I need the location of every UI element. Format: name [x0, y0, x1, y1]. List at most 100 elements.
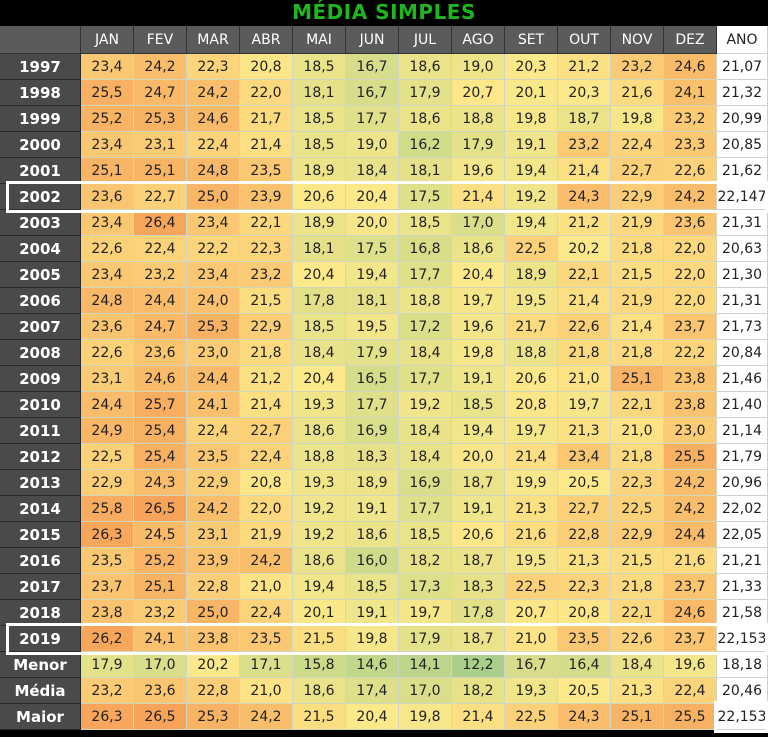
- data-cell: 22,8: [187, 678, 240, 704]
- data-cell: 25,0: [187, 600, 240, 626]
- data-cell: 19,7: [452, 288, 505, 314]
- data-cell: 18,8: [505, 340, 558, 366]
- data-cell: 23,6: [134, 340, 187, 366]
- data-cell: 18,4: [399, 418, 452, 444]
- row-label: 2014: [0, 496, 81, 522]
- data-cell: 24,4: [81, 392, 134, 418]
- ano-cell: 20,96: [717, 470, 768, 496]
- data-cell: 18,9: [293, 210, 346, 236]
- data-cell: 22,0: [240, 80, 293, 106]
- data-cell: 23,8: [187, 626, 240, 652]
- data-cell: 14,1: [399, 652, 452, 678]
- ano-cell: 20,85: [717, 132, 768, 158]
- data-cell: 15,8: [293, 652, 346, 678]
- data-cell: 17,7: [399, 366, 452, 392]
- data-cell: 23,3: [664, 132, 717, 158]
- data-cell: 18,6: [293, 418, 346, 444]
- data-cell: 21,6: [505, 522, 558, 548]
- data-cell: 22,8: [558, 522, 611, 548]
- ano-cell: 18,18: [717, 652, 768, 678]
- ano-cell: 21,07: [717, 54, 768, 80]
- ano-cell: 21,31: [717, 288, 768, 314]
- data-cell: 20,1: [505, 80, 558, 106]
- data-cell: 18,5: [293, 314, 346, 340]
- ano-cell: 21,73: [717, 314, 768, 340]
- data-cell: 21,3: [558, 548, 611, 574]
- data-cell: 19,4: [505, 158, 558, 184]
- data-cell: 22,3: [558, 574, 611, 600]
- data-cell: 22,1: [611, 392, 664, 418]
- row-label: 2009: [0, 366, 81, 392]
- data-cell: 24,1: [187, 392, 240, 418]
- data-cell: 17,3: [399, 574, 452, 600]
- data-cell: 23,0: [187, 340, 240, 366]
- data-cell: 25,1: [81, 158, 134, 184]
- data-cell: 20,3: [558, 80, 611, 106]
- data-cell: 21,3: [558, 418, 611, 444]
- data-cell: 18,8: [399, 288, 452, 314]
- data-cell: 21,4: [240, 132, 293, 158]
- ano-cell: 22,05: [717, 522, 768, 548]
- ano-cell: 21,46: [717, 366, 768, 392]
- data-cell: 23,5: [187, 444, 240, 470]
- data-cell: 24,3: [558, 704, 611, 730]
- data-cell: 21,2: [240, 366, 293, 392]
- data-cell: 24,2: [664, 496, 717, 522]
- data-cell: 17,9: [346, 340, 399, 366]
- data-cell: 12,2: [452, 652, 505, 678]
- data-cell: 22,9: [187, 470, 240, 496]
- data-cell: 22,7: [611, 158, 664, 184]
- row-label: 2008: [0, 340, 81, 366]
- month-header-dez: DEZ: [664, 26, 717, 54]
- data-cell: 23,7: [664, 314, 717, 340]
- data-cell: 23,9: [240, 184, 293, 210]
- data-cell: 18,4: [611, 652, 664, 678]
- data-cell: 17,7: [399, 496, 452, 522]
- data-cell: 16,0: [346, 548, 399, 574]
- data-cell: 23,5: [240, 158, 293, 184]
- data-cell: 19,3: [505, 678, 558, 704]
- data-cell: 18,3: [346, 444, 399, 470]
- data-cell: 21,8: [611, 236, 664, 262]
- data-cell: 25,1: [611, 704, 664, 730]
- data-cell: 18,3: [452, 574, 505, 600]
- data-cell: 18,6: [293, 548, 346, 574]
- data-cell: 22,3: [187, 54, 240, 80]
- data-cell: 26,5: [134, 496, 187, 522]
- data-cell: 25,3: [187, 704, 240, 730]
- data-cell: 22,7: [240, 418, 293, 444]
- data-cell: 19,6: [452, 314, 505, 340]
- data-cell: 21,4: [558, 288, 611, 314]
- data-cell: 25,0: [187, 184, 240, 210]
- data-cell: 24,4: [187, 366, 240, 392]
- ano-cell: 21,40: [717, 392, 768, 418]
- data-cell: 18,4: [346, 158, 399, 184]
- data-cell: 23,6: [81, 184, 134, 210]
- data-cell: 19,8: [346, 626, 399, 652]
- row-label: 2018: [0, 600, 81, 626]
- data-cell: 21,4: [558, 158, 611, 184]
- data-cell: 22,4: [134, 236, 187, 262]
- data-cell: 24,3: [558, 184, 611, 210]
- data-cell: 22,9: [611, 184, 664, 210]
- data-cell: 22,8: [187, 574, 240, 600]
- data-cell: 21,9: [240, 522, 293, 548]
- data-cell: 25,1: [611, 366, 664, 392]
- data-cell: 16,8: [399, 236, 452, 262]
- data-cell: 18,1: [293, 236, 346, 262]
- data-cell: 19,2: [505, 184, 558, 210]
- data-cell: 17,0: [134, 652, 187, 678]
- data-cell: 17,5: [346, 236, 399, 262]
- data-cell: 18,8: [293, 444, 346, 470]
- ano-cell: 21,30: [717, 262, 768, 288]
- data-cell: 20,4: [293, 366, 346, 392]
- ano-header: ANO: [717, 26, 768, 54]
- data-cell: 23,1: [134, 132, 187, 158]
- data-cell: 23,1: [81, 366, 134, 392]
- data-cell: 26,2: [81, 626, 134, 652]
- data-cell: 18,9: [505, 262, 558, 288]
- data-cell: 21,3: [505, 496, 558, 522]
- data-cell: 18,2: [452, 678, 505, 704]
- month-header-jul: JUL: [399, 26, 452, 54]
- data-cell: 19,8: [399, 704, 452, 730]
